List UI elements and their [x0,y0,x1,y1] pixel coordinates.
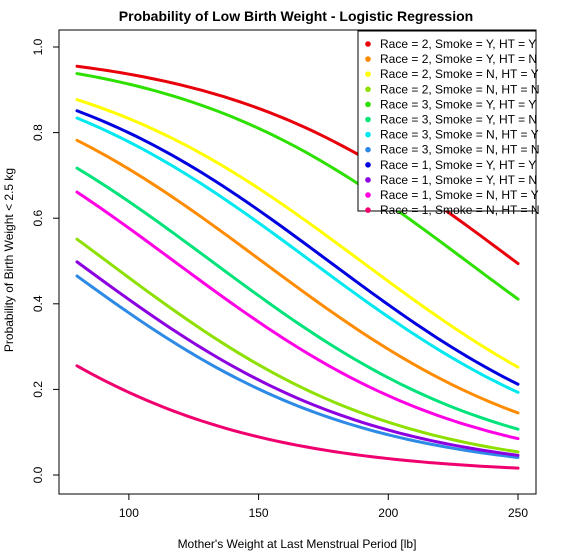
y-tick-label: 1.0 [31,38,45,55]
legend-marker [365,207,371,213]
series-lines [75,64,520,470]
legend-marker [365,192,371,198]
series-line [75,109,520,386]
x-tick-label: 250 [508,506,528,520]
legend-marker [365,177,371,183]
legend-label: Race = 3, Smoke = Y, HT = N [380,113,537,127]
series-line [75,190,520,441]
x-axis: 100 150 200 250 [119,494,528,520]
series-line [75,138,520,415]
legend-label: Race = 2, Smoke = Y, HT = N [380,52,537,66]
legend-label: Race = 3, Smoke = N, HT = Y [380,128,539,142]
series-line [75,72,520,301]
series-line [75,98,520,369]
legend-marker [365,86,371,93]
legend-marker [365,116,371,123]
legend-label: Race = 2, Smoke = Y, HT = Y [380,37,536,51]
legend-marker [365,41,371,47]
legend-marker [365,101,371,108]
y-tick-label: 0.0 [31,466,45,483]
legend-label: Race = 1, Smoke = N, HT = N [380,203,540,217]
legend-marker [365,146,371,153]
y-axis-label: Probability of Birth Weight < 2.5 kg [2,168,16,352]
legend-label: Race = 1, Smoke = Y, HT = Y [380,158,536,172]
x-tick-label: 150 [249,506,269,520]
y-axis: 0.0 0.2 0.4 0.6 0.8 1.0 [31,38,59,483]
legend-box [357,30,537,212]
y-tick-label: 0.8 [31,124,45,141]
series-line [75,116,520,394]
plot-frame [58,29,537,495]
y-tick-label: 0.4 [31,295,45,312]
legend-marker [365,56,371,62]
legend-label: Race = 1, Smoke = Y, HT = N [380,173,537,187]
chart-title: Probability of Low Birth Weight - Logist… [119,8,473,24]
legend-label: Race = 3, Smoke = N, HT = N [380,143,540,157]
legend-label: Race = 2, Smoke = N, HT = Y [380,67,539,81]
legend-label: Race = 1, Smoke = N, HT = Y [380,188,539,202]
legend-marker [365,71,371,77]
legend-label: Race = 3, Smoke = Y, HT = Y [380,97,536,111]
series-line [75,260,520,457]
y-tick-label: 0.6 [31,210,45,227]
x-tick-label: 100 [119,506,139,520]
x-axis-label: Mother's Weight at Last Menstrual Period… [178,537,417,551]
series-line [75,166,520,431]
series-line [75,274,520,459]
legend-marker [365,162,371,168]
series-line [75,237,520,454]
series-line [75,364,520,470]
legend-marker [365,131,371,138]
y-tick-label: 0.2 [31,381,45,398]
x-tick-label: 200 [378,506,398,520]
legend-label: Race = 2, Smoke = N, HT = N [380,82,540,96]
